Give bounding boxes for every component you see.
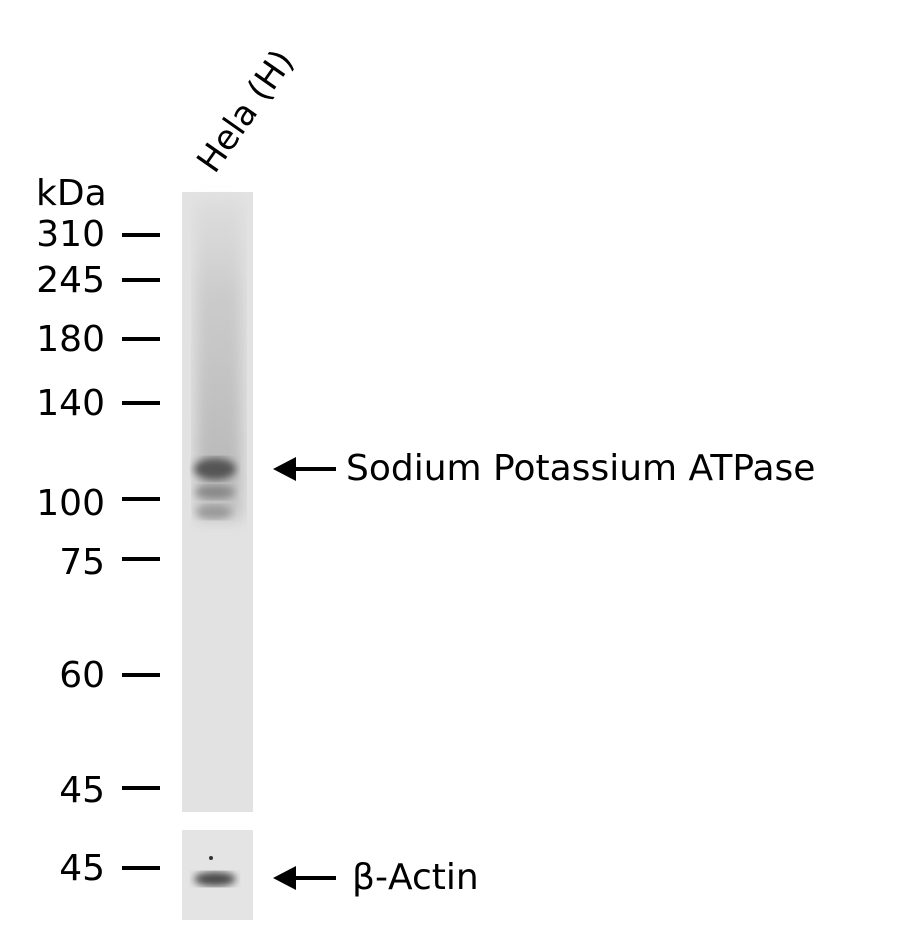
band-beta-actin [194,872,236,886]
marker-label-75: 75 [59,542,105,583]
marker-tick-310 [122,233,160,237]
band-lower-2 [196,505,232,519]
loading-marker-label-45: 45 [59,848,105,889]
marker-label-100: 100 [36,483,105,524]
arrow-target [273,457,336,481]
marker-tick-75 [122,557,160,561]
marker-tick-245 [122,278,160,282]
marker-tick-140 [122,401,160,405]
marker-label-60: 60 [59,655,105,696]
loading-marker-tick-45 [122,866,160,870]
marker-label-310: 310 [36,214,105,255]
control-annotation: β-Actin [352,857,479,898]
marker-label-45: 45 [59,770,105,811]
kda-unit-label: kDa [36,173,107,214]
marker-label-180: 180 [36,319,105,360]
marker-tick-60 [122,673,160,677]
target-annotation: Sodium Potassium ATPase [346,448,816,489]
band-lower-1 [195,485,235,499]
marker-tick-100 [122,497,160,501]
marker-label-140: 140 [36,383,105,424]
marker-label-245: 245 [36,260,105,301]
marker-tick-45 [122,786,160,790]
marker-tick-180 [122,337,160,341]
band-sodium-potassium-atpase [194,458,236,480]
speck [209,856,213,860]
arrow-control [273,866,336,890]
